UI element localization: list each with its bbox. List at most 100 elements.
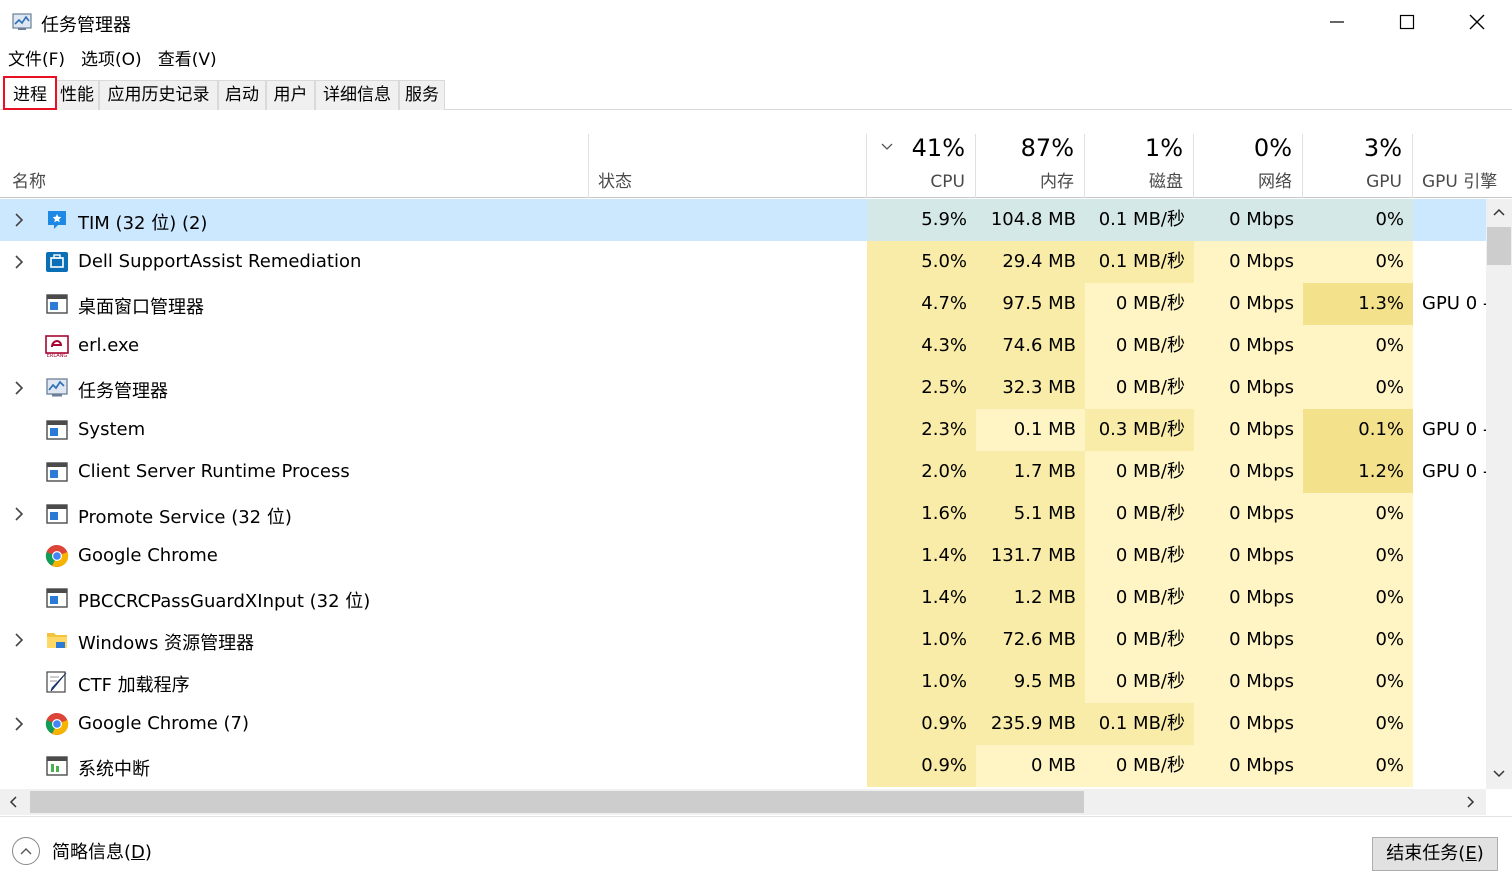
process-row[interactable]: ERLANG erl.exe 4.3% 74.6 MB 0 MB/秒 0 Mbps 0% (0, 325, 1486, 367)
minimize-icon (1330, 21, 1344, 23)
process-name-cell[interactable]: Dell SupportAssist Remediation (0, 241, 867, 283)
process-name-cell[interactable]: 桌面窗口管理器 (0, 283, 867, 325)
tab-performance[interactable]: 性能 (55, 80, 99, 110)
process-name-cell[interactable]: TIM (32 位) (2) (0, 199, 867, 241)
column-status[interactable]: 状态 (589, 134, 867, 198)
tab-app-history[interactable]: 应用历史记录 (99, 80, 218, 110)
horizontal-scrollbar[interactable] (0, 789, 1486, 815)
tab-details[interactable]: 详细信息 (315, 80, 399, 110)
process-row[interactable]: Dell SupportAssist Remediation 5.0% 29.4 M… (0, 241, 1486, 283)
process-name-cell[interactable]: 系统中断 (0, 745, 867, 787)
process-gpu-value: 0.1% (1303, 409, 1413, 451)
process-name-cell[interactable]: Google Chrome (0, 535, 867, 577)
process-name: PBCCRCPassGuardXInput (32 位) (78, 591, 371, 612)
process-gpu-engine-value: GPU 0 - (1422, 419, 1486, 440)
horizontal-scroll-thumb[interactable] (30, 791, 1084, 813)
process-gpu-engine-value (1413, 241, 1486, 283)
process-row[interactable]: 桌面窗口管理器 4.7% 97.5 MB 0 MB/秒 0 Mbps 1.3% GPU 0 … (0, 283, 1486, 325)
process-row[interactable]: Google Chrome 1.4% 131.7 MB 0 MB/秒 0 Mbps 0% (0, 535, 1486, 577)
process-mem-value: 72.6 MB (976, 619, 1085, 661)
menu-file[interactable]: 文件(F) (8, 50, 66, 70)
process-row[interactable]: PBCCRCPassGuardXInput (32 位) 1.4% 1.2 MB 0 … (0, 577, 1486, 619)
end-task-button[interactable]: 结束任务(E) (1372, 837, 1498, 871)
process-mem-value: 9.5 MB (976, 661, 1085, 703)
process-name-cell[interactable]: ERLANG erl.exe (0, 325, 867, 367)
tab-startup[interactable]: 启动 (218, 80, 266, 110)
process-row[interactable]: 系统中断 0.9% 0 MB 0 MB/秒 0 Mbps 0% (0, 745, 1486, 787)
scroll-down-icon[interactable] (1492, 769, 1506, 779)
process-row[interactable]: TIM (32 位) (2) 5.9% 104.8 MB 0.1 MB/秒 0 Mbps… (0, 199, 1486, 241)
chevron-right-icon[interactable] (13, 212, 25, 233)
process-name-cell[interactable]: Google Chrome (7) (0, 703, 867, 745)
window-title: 任务管理器 (41, 15, 131, 36)
column-gpu[interactable]: 3% GPU (1303, 134, 1413, 198)
tab-processes[interactable]: 进程 (3, 76, 57, 110)
process-name-cell[interactable]: System (0, 409, 867, 451)
process-row[interactable]: 任务管理器 2.5% 32.3 MB 0 MB/秒 0 Mbps 0% (0, 367, 1486, 409)
process-gpu-engine-value (1413, 577, 1486, 619)
close-button[interactable] (1442, 0, 1512, 44)
chevron-right-icon[interactable] (13, 380, 25, 401)
process-name: Google Chrome (78, 545, 218, 566)
tab-strip: 进程 性能 应用历史记录 启动 用户 详细信息 服务 (0, 74, 1512, 110)
process-name-cell[interactable]: CTF 加载程序 (0, 661, 867, 703)
process-name: Promote Service (32 位) (78, 507, 292, 528)
process-name-cell[interactable]: 任务管理器 (0, 367, 867, 409)
interrupt-icon (45, 754, 69, 778)
column-gpu-engine[interactable]: GPU 引擎 (1413, 134, 1512, 198)
process-net-value: 0 Mbps (1194, 325, 1303, 367)
process-cpu-value: 4.7% (867, 283, 976, 325)
maximize-button[interactable] (1372, 0, 1442, 44)
process-cpu-value: 1.4% (867, 535, 976, 577)
tab-services[interactable]: 服务 (399, 80, 445, 110)
process-list: TIM (32 位) (2) 5.9% 104.8 MB 0.1 MB/秒 0 Mbps… (0, 199, 1486, 789)
process-disk-value: 0 MB/秒 (1085, 745, 1194, 787)
column-network[interactable]: 0% 网络 (1194, 134, 1303, 198)
chevron-right-icon[interactable] (13, 254, 25, 275)
process-name-cell[interactable]: Promote Service (32 位) (0, 493, 867, 535)
chevron-right-icon[interactable] (13, 716, 25, 737)
vertical-scroll-thumb[interactable] (1487, 227, 1511, 265)
process-cpu-value: 1.6% (867, 493, 976, 535)
process-row[interactable]: Windows 资源管理器 1.0% 72.6 MB 0 MB/秒 0 Mbps 0% (0, 619, 1486, 661)
process-row[interactable]: CTF 加载程序 1.0% 9.5 MB 0 MB/秒 0 Mbps 0% (0, 661, 1486, 703)
scroll-left-icon[interactable] (8, 795, 18, 809)
minimize-button[interactable] (1302, 0, 1372, 44)
scroll-up-icon[interactable] (1492, 207, 1506, 217)
process-name-cell[interactable]: Windows 资源管理器 (0, 619, 867, 661)
column-cpu[interactable]: 41% CPU (867, 134, 976, 198)
process-cpu-value: 1.4% (867, 577, 976, 619)
chevron-up-icon (12, 837, 40, 865)
window-process-icon (45, 418, 69, 442)
process-net-value: 0 Mbps (1194, 745, 1303, 787)
dell-support-icon (45, 250, 69, 274)
process-row[interactable]: Google Chrome (7) 0.9% 235.9 MB 0.1 MB/秒 0 M… (0, 703, 1486, 745)
fewer-details-button[interactable]: 简略信息(D) (12, 837, 152, 865)
process-net-value: 0 Mbps (1194, 241, 1303, 283)
chevron-right-icon[interactable] (13, 506, 25, 527)
column-name[interactable]: 名称 (0, 134, 589, 198)
menu-options[interactable]: 选项(O) (81, 50, 142, 70)
process-gpu-engine-value (1413, 661, 1486, 703)
scroll-right-icon[interactable] (1466, 795, 1476, 809)
column-header: 名称 状态 41% CPU 87% 内存 1% 磁盘 0% 网络 3% GPU … (0, 134, 1512, 198)
process-name: System (78, 419, 146, 440)
chevron-right-icon[interactable] (13, 632, 25, 653)
process-name: Dell SupportAssist Remediation (78, 251, 362, 272)
tab-users[interactable]: 用户 (266, 80, 315, 110)
process-row[interactable]: Client Server Runtime Process 2.0% 1.7 MB 0… (0, 451, 1486, 493)
menu-view[interactable]: 查看(V) (157, 50, 217, 70)
process-net-value: 0 Mbps (1194, 703, 1303, 745)
vertical-scrollbar[interactable] (1486, 199, 1512, 789)
process-gpu-value: 0% (1303, 661, 1413, 703)
column-disk[interactable]: 1% 磁盘 (1085, 134, 1194, 198)
column-memory[interactable]: 87% 内存 (976, 134, 1085, 198)
process-name-cell[interactable]: Client Server Runtime Process (0, 451, 867, 493)
window-process-icon (45, 460, 69, 484)
process-row[interactable]: Promote Service (32 位) 1.6% 5.1 MB 0 MB/秒 0 … (0, 493, 1486, 535)
process-net-value: 0 Mbps (1194, 661, 1303, 703)
process-gpu-engine-value (1413, 703, 1486, 745)
process-row[interactable]: System 2.3% 0.1 MB 0.3 MB/秒 0 Mbps 0.1% GPU 0 … (0, 409, 1486, 451)
process-name-cell[interactable]: PBCCRCPassGuardXInput (32 位) (0, 577, 867, 619)
network-label: 网络 (1258, 172, 1292, 192)
